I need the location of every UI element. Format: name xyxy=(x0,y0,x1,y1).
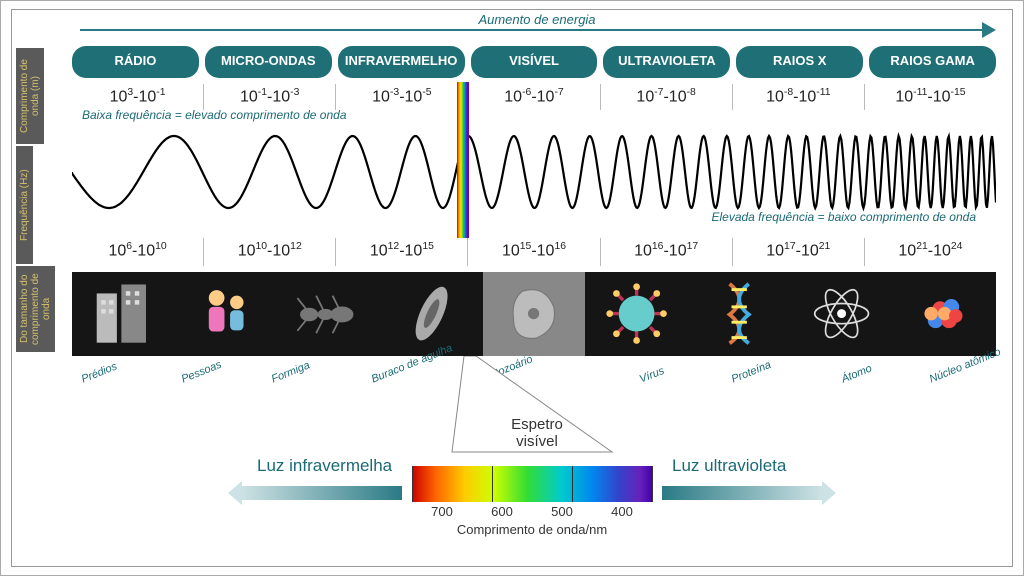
visible-spectrum-bar xyxy=(412,466,652,502)
band-pills-row: RÁDIOMICRO-ONDASINFRAVERMELHOVISÍVELULTR… xyxy=(72,46,996,78)
infrared-label: Luz infravermelha xyxy=(257,456,392,476)
side-label-frequency: Frequência (Hz) xyxy=(16,146,33,264)
visible-spectrum-ticks: 700 600 500 400 xyxy=(412,504,652,519)
wavelength-range: 103-10-1 xyxy=(72,84,203,110)
visible-spectrum-title: Espetro visível xyxy=(492,416,582,450)
arrow-left-icon xyxy=(242,486,402,500)
frequency-range: 1012-1015 xyxy=(335,238,467,266)
spectrum-tick-label: 400 xyxy=(611,504,633,519)
frequency-range: 1016-1017 xyxy=(600,238,732,266)
energy-arrow-label: Aumento de energia xyxy=(80,12,994,27)
band-pill: ULTRAVIOLETA xyxy=(603,46,730,78)
spectrum-tick-label: 600 xyxy=(491,504,513,519)
side-label-wavelength: Comprimento de onda (m) xyxy=(16,48,44,144)
ultraviolet-label: Luz ultravioleta xyxy=(672,456,786,476)
arrow-right-icon xyxy=(662,486,822,500)
wavelength-ranges-row: 103-10-110-1-10-310-3-10-510-6-10-710-7-… xyxy=(72,84,996,110)
band-pill: INFRAVERMELHO xyxy=(338,46,465,78)
size-example-atomo xyxy=(791,272,894,356)
size-example-proteina xyxy=(688,272,791,356)
wavelength-range: 10-8-10-11 xyxy=(732,84,864,110)
size-example-formiga xyxy=(277,272,380,356)
frequency-range: 1021-1024 xyxy=(864,238,996,266)
size-example-pessoas xyxy=(175,272,278,356)
band-pill: MICRO-ONDAS xyxy=(205,46,332,78)
frequency-range: 1015-1016 xyxy=(467,238,599,266)
spectrum-tick-label: 700 xyxy=(431,504,453,519)
wavelength-range: 10-3-10-5 xyxy=(335,84,467,110)
spectrum-tick xyxy=(652,466,653,502)
visible-band-marker-icon xyxy=(457,82,469,238)
arrow-line-icon xyxy=(80,29,994,31)
visible-spectrum-zoom: Espetro visível Luz infravermelha Luz ul… xyxy=(12,356,1012,576)
size-example-agulha xyxy=(380,272,483,356)
frequency-ranges-row: 106-10101010-10121012-10151015-10161016-… xyxy=(72,238,996,266)
size-example-nucleo xyxy=(893,272,996,356)
spectrum-tick xyxy=(492,466,493,502)
side-label-size: Do tamanho do comprimento de onda xyxy=(16,266,55,352)
frequency-range: 1017-1021 xyxy=(732,238,864,266)
energy-arrow: Aumento de energia xyxy=(80,16,994,44)
visible-spectrum-axis-label: Comprimento de onda/nm xyxy=(412,522,652,537)
wavelength-range: 10-6-10-7 xyxy=(467,84,599,110)
wavelength-range: 10-1-10-3 xyxy=(203,84,335,110)
spectrum-tick xyxy=(572,466,573,502)
band-pill: RAIOS X xyxy=(736,46,863,78)
spectrum-tick-label: 500 xyxy=(551,504,573,519)
frequency-range: 106-1010 xyxy=(72,238,203,266)
high-freq-note: Elevada frequência = baixo comprimento d… xyxy=(711,210,976,224)
size-example-virus xyxy=(585,272,688,356)
side-axis-labels: Comprimento de onda (m) Frequência (Hz) … xyxy=(16,48,70,352)
size-examples-band xyxy=(72,272,996,356)
frequency-range: 1010-1012 xyxy=(203,238,335,266)
spectrum-grid: RÁDIOMICRO-ONDASINFRAVERMELHOVISÍVELULTR… xyxy=(72,46,996,356)
band-pill: VISÍVEL xyxy=(471,46,598,78)
diagram-frame: Aumento de energia Comprimento de onda (… xyxy=(11,9,1013,567)
size-example-protozoario xyxy=(483,272,586,356)
wavelength-range: 10-7-10-8 xyxy=(600,84,732,110)
spectrum-tick xyxy=(412,466,413,502)
wavelength-range: 10-11-10-15 xyxy=(864,84,996,110)
band-pill: RAIOS GAMA xyxy=(869,46,996,78)
size-example-predios xyxy=(72,272,175,356)
arrow-head-icon xyxy=(982,22,996,38)
band-pill: RÁDIO xyxy=(72,46,199,78)
